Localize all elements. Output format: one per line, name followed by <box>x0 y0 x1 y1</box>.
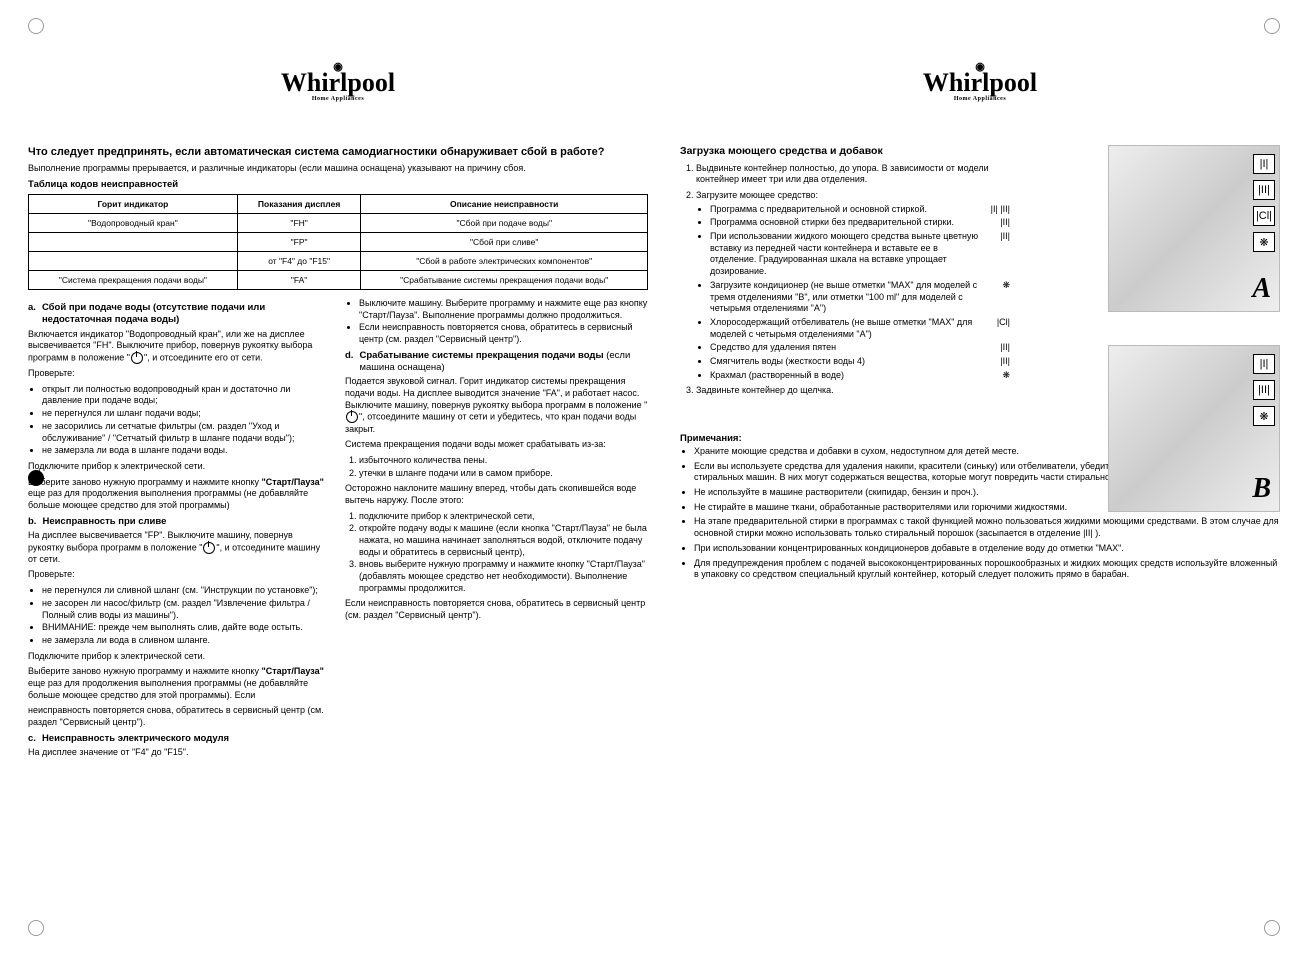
section-b-head: b. Неисправность при сливе <box>28 516 331 528</box>
left-heading: Что следует предпринять, если автоматиче… <box>28 145 648 159</box>
compartment-icons: |II| <box>1000 217 1010 229</box>
detergent-sublist: Программа с предварительной и основной с… <box>696 204 1010 382</box>
section-a-p3: Выберите заново нужную программу и нажми… <box>28 477 331 512</box>
table-row: от "F4" до "F15" "Сбой в работе электрич… <box>29 251 648 270</box>
section-c-list: Выключите машину. Выберите программу и н… <box>345 298 648 346</box>
det-item: Программа с предварительной и основной с… <box>710 204 1010 216</box>
brand-name: Whirlpool <box>281 68 395 97</box>
section-b-p3: Выберите заново нужную программу и нажми… <box>28 666 331 701</box>
section-d-p3: Осторожно наклоните машину вперед, чтобы… <box>345 483 648 506</box>
section-a-p2: Подключите прибор к электрической сети. <box>28 461 331 473</box>
section-a-check: Проверьте: <box>28 368 331 380</box>
section-c-head: c. Неисправность электрического модуля <box>28 733 331 745</box>
section-b-check: Проверьте: <box>28 569 331 581</box>
det-item: При использовании жидкого моющего средст… <box>710 231 1010 278</box>
two-column-body: a. Сбой при подаче воды (отсутствие пода… <box>28 298 648 798</box>
step-1: Выдвиньте контейнер полностью, до упора.… <box>696 163 1010 186</box>
th-indicator: Горит индикатор <box>29 194 238 213</box>
det-item: Хлоросодержащий отбеливатель (не выше от… <box>710 317 1010 340</box>
section-a-head: a. Сбой при подаче воды (отсутствие пода… <box>28 302 331 327</box>
section-b-list: не перегнулся ли сливной шланг (см. "Инс… <box>28 585 331 646</box>
th-display: Показания дисплея <box>237 194 361 213</box>
note-item: Для предупреждения проблем с подачей выс… <box>694 558 1280 581</box>
fault-codes-table: Горит индикатор Показания дисплея Описан… <box>28 194 648 290</box>
compartment-icons: |II| <box>1000 356 1010 368</box>
section-d-p4: Если неисправность повторяется снова, об… <box>345 598 648 621</box>
drawer-photo-b: |I| |II| ❋ B <box>1108 345 1280 512</box>
section-b-p1: На дисплее высвечивается "FP". Выключите… <box>28 530 331 565</box>
det-item: Программа основной стирки без предварите… <box>710 217 1010 229</box>
section-a-list: открыт ли полностью водопроводный кран и… <box>28 384 331 457</box>
section-d-reasons: избыточного количества пены. утечки в шл… <box>345 455 648 479</box>
table-title: Таблица кодов неисправностей <box>28 179 648 190</box>
table-row: "Система прекращения подачи воды" "FA" "… <box>29 270 648 289</box>
note-item: При использовании концентрированных конд… <box>694 543 1280 555</box>
brand-name: Whirlpool <box>923 68 1037 97</box>
compartment-icons: |I| |II| <box>991 204 1010 216</box>
off-icon <box>203 542 215 554</box>
section-d-head: d. Срабатывание системы прекращения пода… <box>345 350 648 375</box>
section-c-p1: На дисплее значение от "F4" до "F15". <box>28 747 331 759</box>
section-a-p1: Включается индикатор "Водопроводный кран… <box>28 329 331 364</box>
note-item: На этапе предварительной стирки в програ… <box>694 516 1280 539</box>
step-2: Загрузите моющее средство: Программа с п… <box>696 190 1010 381</box>
compartment-icon: |I| <box>1253 154 1275 174</box>
table-row: "Водопроводный кран" "FH" "Сбой при пода… <box>29 213 648 232</box>
compartment-icons: |Cl| <box>997 317 1010 329</box>
left-intro: Выполнение программы прерывается, и разл… <box>28 163 648 175</box>
brand-logo: ◉ Whirlpool Home Appliances <box>28 20 648 145</box>
compartment-icon: ❋ <box>1253 406 1275 426</box>
drawer-guide-a: |I| |II| |Cl| ❋ <box>1253 154 1275 252</box>
off-icon <box>346 411 358 423</box>
step-3: Задвиньте контейнер до щелчка. <box>696 385 1010 397</box>
det-item: Смягчитель воды (жесткости воды 4)|II| <box>710 356 1010 368</box>
det-item: Загрузите кондиционер (не выше отметки "… <box>710 280 1010 315</box>
page-right: ◉ Whirlpool Home Appliances |I| |II| |Cl… <box>680 20 1280 584</box>
detergent-text: Загрузка моющего средства и добавок Выдв… <box>680 145 1010 397</box>
compartment-icon: |Cl| <box>1253 206 1275 226</box>
compartment-icons: ❋ <box>1002 280 1010 292</box>
compartment-icon: |II| <box>1253 180 1275 200</box>
brand-logo: ◉ Whirlpool Home Appliances <box>680 20 1280 145</box>
det-item: Крахмал (растворенный в воде)❋ <box>710 370 1010 382</box>
detergent-steps: Выдвиньте контейнер полностью, до упора.… <box>680 163 1010 397</box>
photo-label-a: A <box>1252 273 1271 305</box>
compartment-icons: ❋ <box>1002 370 1010 382</box>
photo-label-b: B <box>1252 473 1271 505</box>
section-d-p1: Подается звуковой сигнал. Горит индикато… <box>345 376 648 435</box>
compartment-icon: |I| <box>1253 354 1275 374</box>
det-item: Средство для удаления пятен|II| <box>710 342 1010 354</box>
right-heading: Загрузка моющего средства и добавок <box>680 145 1010 159</box>
compartment-icon: ❋ <box>1253 232 1275 252</box>
th-desc: Описание неисправности <box>361 194 648 213</box>
section-d-steps: подключите прибор к электрической сети, … <box>345 511 648 595</box>
section-b-p4: неисправность повторяется снова, обратит… <box>28 705 331 728</box>
compartment-icons: |II| <box>1000 342 1010 354</box>
off-icon <box>131 352 143 364</box>
compartment-icons: |II| <box>1000 231 1010 243</box>
compartment-icon: |II| <box>1253 380 1275 400</box>
section-d-p2: Система прекращения подачи воды может ср… <box>345 439 648 451</box>
drawer-guide-b: |I| |II| ❋ <box>1253 354 1275 426</box>
page-left: ◉ Whirlpool Home Appliances Что следует … <box>28 20 648 798</box>
drawer-photo-a: |I| |II| |Cl| ❋ A <box>1108 145 1280 312</box>
section-b-p2: Подключите прибор к электрической сети. <box>28 651 331 663</box>
right-content: |I| |II| |Cl| ❋ A |I| |II| ❋ B Загрузка … <box>680 145 1280 581</box>
table-row: "FP" "Сбой при сливе" <box>29 232 648 251</box>
